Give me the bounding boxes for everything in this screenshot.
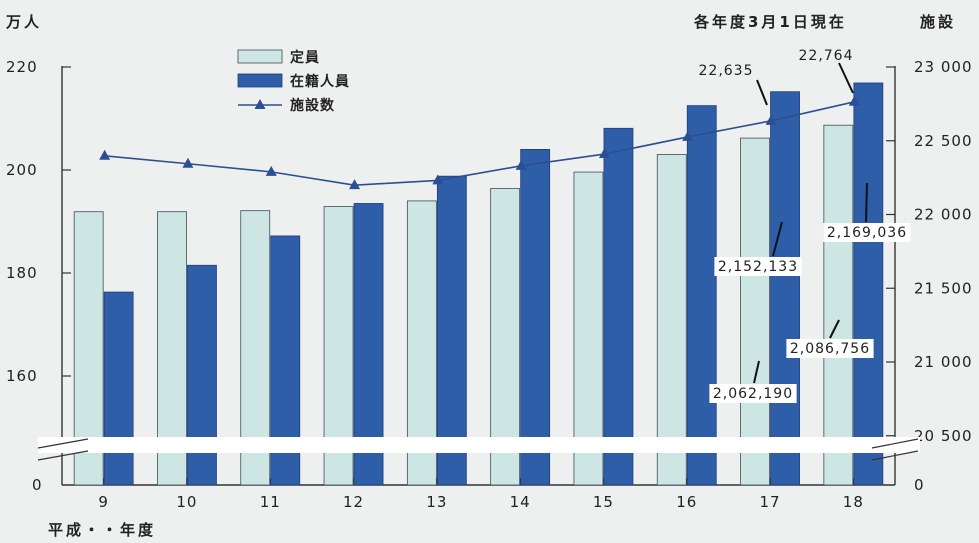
annotation-box bbox=[823, 223, 911, 242]
left-tick-label: 220 bbox=[6, 58, 38, 76]
right-tick-label: 20 500 bbox=[914, 427, 973, 445]
date-note: 各年度3月1日現在 bbox=[693, 13, 847, 31]
right-tick-label: 21 000 bbox=[914, 353, 973, 371]
x-axis-label: 平成・・年度 bbox=[48, 521, 156, 539]
break-mark bbox=[871, 438, 919, 449]
x-tick-label: 14 bbox=[510, 493, 531, 511]
line-point bbox=[765, 114, 777, 125]
left-tick-label: 200 bbox=[6, 161, 38, 179]
annotation-label: 2,062,190 bbox=[713, 386, 793, 402]
annotation-box bbox=[709, 384, 797, 403]
right-tick-label: 23 000 bbox=[914, 58, 973, 76]
line-point bbox=[349, 179, 361, 190]
line-point bbox=[182, 157, 194, 168]
right-tick-label: 0 bbox=[914, 476, 925, 494]
legend-swatch-teiin bbox=[237, 49, 283, 64]
bar-zaiseki bbox=[770, 91, 800, 486]
break-mark bbox=[37, 450, 89, 461]
x-tick-label: 17 bbox=[760, 493, 781, 511]
line-point bbox=[682, 130, 694, 141]
annotations: 22,635 22,764 2,062,190 2,152,133 2,086,756 2… bbox=[699, 48, 911, 403]
bar-teiin bbox=[573, 171, 604, 486]
annotation-leader bbox=[756, 79, 768, 106]
annotation-label: 2,086,756 bbox=[790, 341, 870, 357]
right-tick-label: 22 000 bbox=[914, 206, 973, 224]
bars bbox=[73, 82, 884, 486]
x-tick-label: 11 bbox=[260, 493, 281, 511]
bar-teiin bbox=[740, 137, 770, 486]
left-axis-unit: 万人 bbox=[5, 13, 42, 31]
break-mark bbox=[871, 450, 919, 461]
line-point bbox=[99, 149, 111, 160]
break-mark bbox=[37, 438, 89, 449]
legend-label-zaiseki: 在籍人員 bbox=[290, 73, 350, 90]
left-tick-label: 160 bbox=[6, 367, 38, 385]
bar-zaiseki bbox=[436, 175, 467, 486]
annotation-box bbox=[786, 339, 874, 358]
right-tick-label: 22 500 bbox=[914, 132, 973, 150]
axis-break bbox=[37, 437, 920, 461]
bar-zaiseki bbox=[103, 291, 134, 486]
bar-teiin bbox=[656, 154, 687, 486]
line-point bbox=[265, 165, 277, 176]
legend-marker-shisetsu bbox=[254, 99, 266, 109]
left-tick-label: 180 bbox=[6, 264, 38, 282]
annotation-label: 22,764 bbox=[799, 48, 854, 64]
x-tick-label: 9 bbox=[98, 493, 109, 511]
annotation-label: 22,635 bbox=[699, 63, 754, 79]
annotation-leader bbox=[829, 319, 840, 339]
x-tick-label: 10 bbox=[176, 493, 197, 511]
line-point bbox=[515, 159, 527, 170]
x-tick-label: 13 bbox=[426, 493, 447, 511]
line-point bbox=[598, 148, 610, 159]
annotation-leader bbox=[838, 62, 854, 94]
bar-zaiseki bbox=[686, 105, 717, 486]
line-series bbox=[99, 95, 860, 190]
legend-swatch-zaiseki bbox=[237, 73, 283, 88]
annotation-label: 2,152,133 bbox=[718, 259, 798, 275]
bar-teiin bbox=[823, 124, 854, 486]
left-tick-label: 0 bbox=[32, 476, 43, 494]
legend-label-shisetsu: 施設数 bbox=[290, 97, 335, 114]
line-point bbox=[432, 174, 444, 185]
x-tick-label: 18 bbox=[843, 493, 864, 511]
annotation-leader bbox=[772, 221, 783, 257]
bar-zaiseki bbox=[520, 148, 551, 486]
x-tick-label: 12 bbox=[343, 493, 364, 511]
annotation-leader bbox=[753, 360, 760, 384]
legend-label-teiin: 定員 bbox=[290, 49, 320, 66]
x-tick-label: 15 bbox=[593, 493, 614, 511]
annotation-label: 2,169,036 bbox=[827, 225, 907, 241]
right-axis-unit: 施設 bbox=[920, 13, 956, 31]
bar-teiin bbox=[490, 188, 521, 486]
labels: 万人 施設 各年度3月1日現在 平成・・年度 bbox=[5, 13, 956, 539]
x-tick-label: 16 bbox=[676, 493, 697, 511]
annotation-leader bbox=[865, 182, 868, 223]
line-point bbox=[848, 95, 860, 106]
right-tick-label: 21 500 bbox=[914, 279, 973, 297]
bar-zaiseki bbox=[603, 127, 634, 486]
bar-zaiseki bbox=[853, 82, 884, 486]
line-shisetsu bbox=[104, 101, 855, 186]
annotation-box bbox=[714, 257, 802, 276]
break-band bbox=[38, 437, 920, 453]
